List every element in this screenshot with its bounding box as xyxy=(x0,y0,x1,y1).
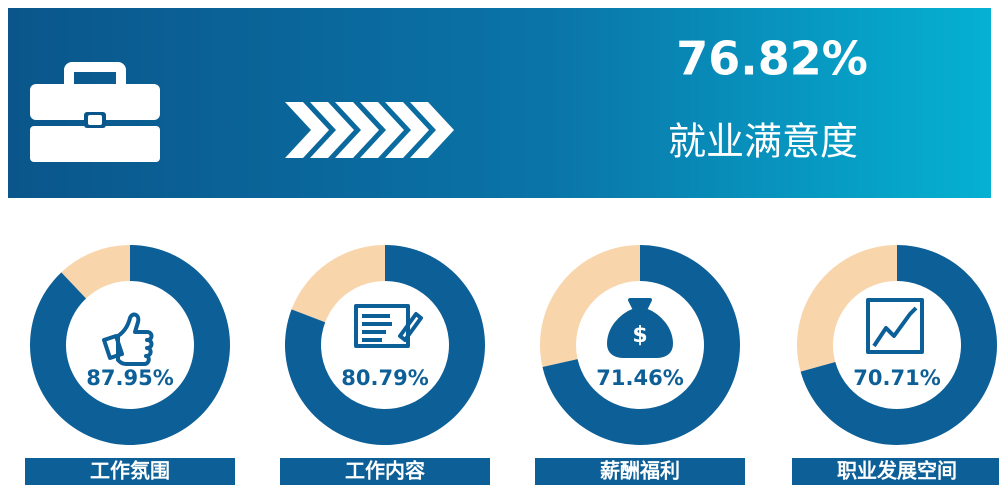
category-label: 工作内容 xyxy=(345,459,425,483)
donut-remainder xyxy=(291,245,385,323)
category-label: 工作氛围 xyxy=(90,459,170,483)
donut-segment xyxy=(29,245,230,445)
category-icon xyxy=(102,312,154,366)
donut-segment xyxy=(285,245,485,446)
donut-remainder xyxy=(539,245,640,368)
donut-remainder xyxy=(61,245,130,299)
banner xyxy=(8,8,991,198)
category-bar xyxy=(280,458,490,485)
category-bar xyxy=(535,458,745,485)
category-bar xyxy=(792,458,999,485)
value-label: 87.95% xyxy=(86,366,173,390)
briefcase-icon xyxy=(30,62,160,162)
category-label: 职业发展空间 xyxy=(837,459,957,483)
donut-segment xyxy=(542,245,740,446)
category-icon xyxy=(866,298,924,354)
category-icon xyxy=(607,298,673,358)
headline-value: 76.82% xyxy=(676,32,868,86)
dollar-sign: $ xyxy=(632,323,647,348)
category-icon xyxy=(354,304,423,348)
chevrons xyxy=(285,102,454,158)
value-label: 70.71% xyxy=(853,366,940,390)
donut-segment xyxy=(800,245,997,445)
donut-remainder xyxy=(797,245,897,372)
value-label: 71.46% xyxy=(596,366,683,390)
category-bar xyxy=(25,458,235,485)
value-label: 80.79% xyxy=(341,366,428,390)
headline-title: 就业满意度 xyxy=(668,120,858,164)
category-label: 薪酬福利 xyxy=(600,459,680,483)
